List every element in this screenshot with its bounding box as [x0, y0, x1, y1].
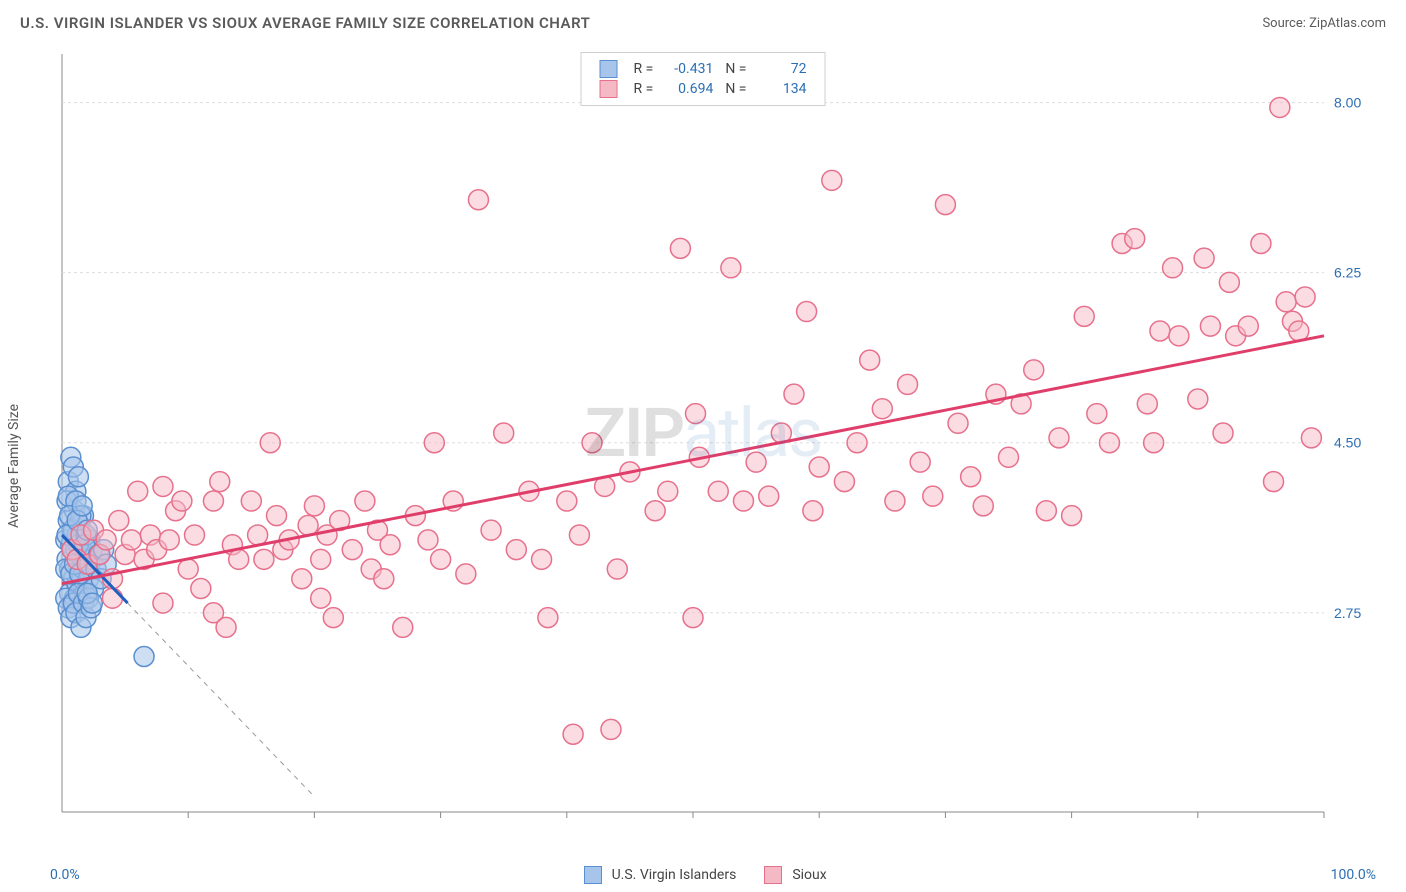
legend-label-0: U.S. Virgin Islanders	[612, 867, 737, 883]
y-axis-label: Average Family Size	[6, 404, 22, 528]
legend-item-0: U.S. Virgin Islanders	[584, 866, 737, 884]
source-link[interactable]: ZipAtlas.com	[1309, 16, 1386, 31]
bottom-legend: 0.0% U.S. Virgin Islanders Sioux 100.0%	[20, 866, 1386, 884]
source-label: Source:	[1262, 16, 1305, 31]
R-label-1: R =	[628, 79, 660, 99]
N-label-1: N =	[719, 79, 752, 99]
svg-text:4.50: 4.50	[1334, 435, 1361, 451]
correlation-legend: R = -0.431 N = 72 R = 0.694 N = 134	[581, 52, 826, 106]
swatch-bottom-0	[584, 866, 602, 884]
R-label-0: R =	[628, 59, 660, 79]
svg-text:2.75: 2.75	[1334, 605, 1361, 621]
swatch-series-1	[600, 80, 618, 98]
legend-label-1: Sioux	[792, 867, 826, 883]
N-label-0: N =	[719, 59, 752, 79]
svg-text:8.00: 8.00	[1334, 95, 1361, 111]
scatter-chart: 2.75 4.50 6.25 8.00	[44, 48, 1384, 848]
legend-row-series-1: R = 0.694 N = 134	[594, 79, 813, 99]
swatch-bottom-1	[764, 866, 782, 884]
N-value-0: 72	[758, 61, 806, 77]
chart-container: Average Family Size 2.754.506.258.00 ZIP…	[20, 48, 1386, 884]
R-value-0: -0.431	[665, 61, 713, 77]
N-value-1: 134	[758, 81, 806, 97]
R-value-1: 0.694	[665, 81, 713, 97]
x-axis-end-label: 100.0%	[1331, 867, 1376, 883]
legend-item-1: Sioux	[764, 866, 826, 884]
source-attribution: Source: ZipAtlas.com	[1262, 16, 1386, 31]
legend-row-series-0: R = -0.431 N = 72	[594, 59, 813, 79]
chart-title: U.S. VIRGIN ISLANDER VS SIOUX AVERAGE FA…	[20, 14, 590, 32]
svg-text:6.25: 6.25	[1334, 265, 1361, 281]
x-axis-start-label: 0.0%	[50, 867, 80, 883]
swatch-series-0	[600, 60, 618, 78]
